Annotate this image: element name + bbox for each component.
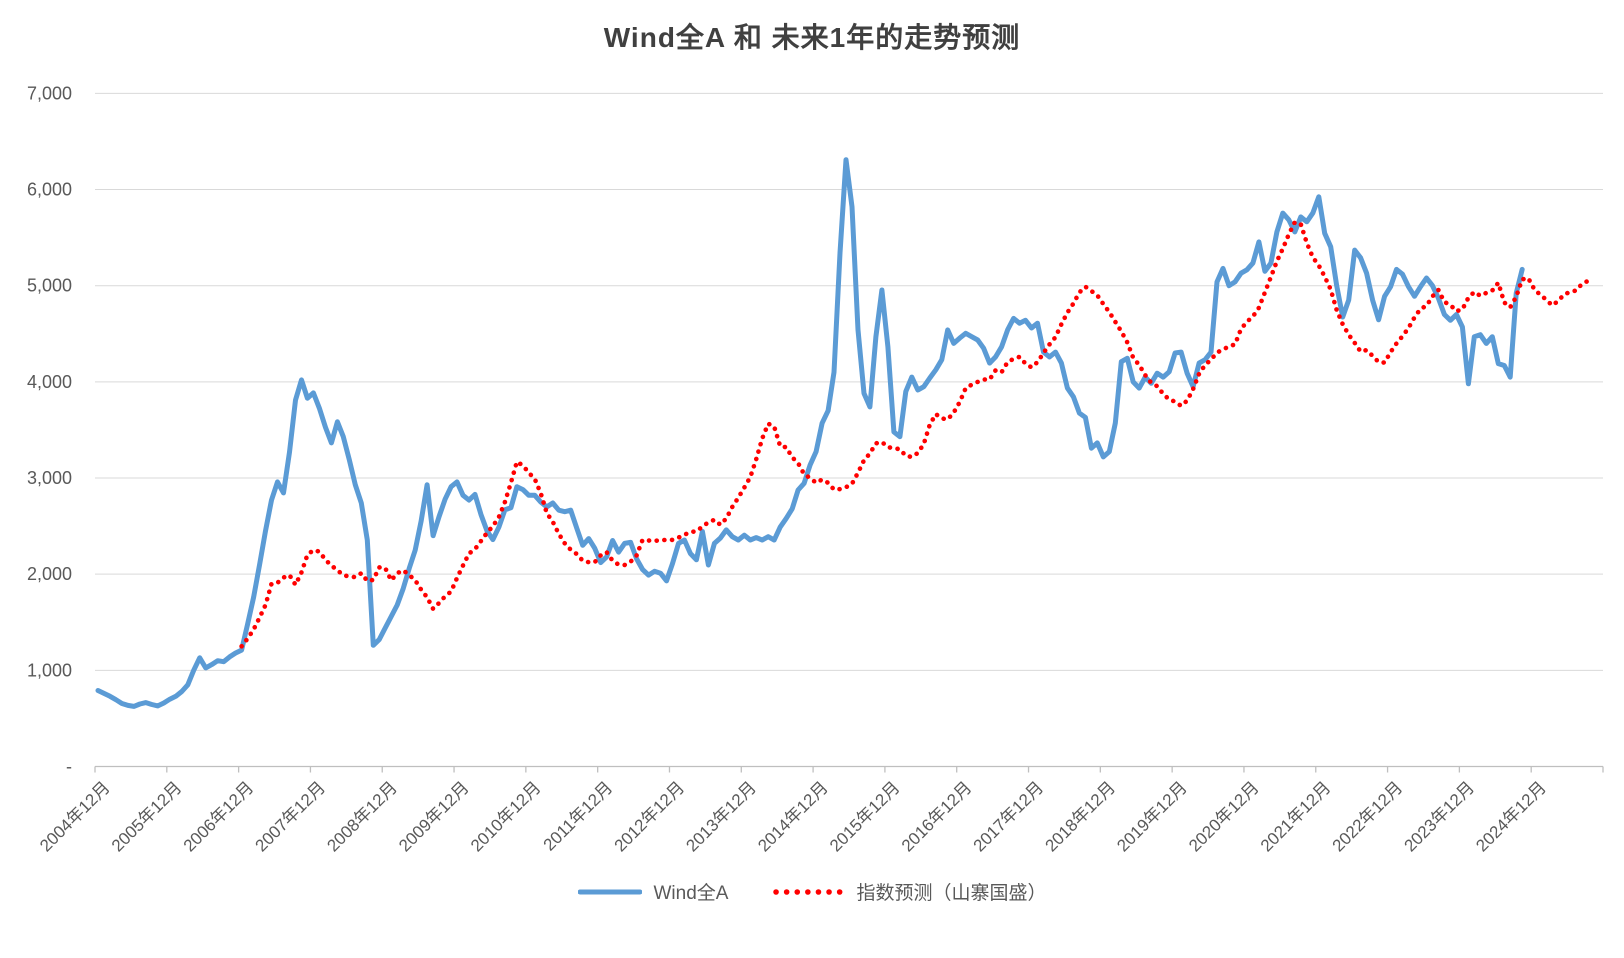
y-axis-labels: 7,000 6,000 5,000 4,000 3,000 2,000 1,000 - (27, 83, 72, 776)
x-tick-label: 2006年12月 (180, 778, 258, 856)
x-tick-label: 2013年12月 (682, 778, 760, 856)
x-axis (94, 765, 1604, 773)
legend-item-wind-quan-a[interactable]: Wind全A (577, 878, 729, 905)
x-tick-label: 2005年12月 (108, 778, 186, 856)
x-tick-label: 2017年12月 (970, 778, 1048, 856)
y-tick-label: 4,000 (27, 372, 72, 392)
legend-swatch-solid-line (577, 889, 642, 894)
y-tick-label: - (66, 757, 72, 777)
y-tick-label: 6,000 (27, 180, 72, 200)
x-tick-label: 2018年12月 (1041, 778, 1119, 856)
legend-label-forecast: 指数预测（山寨国盛） (856, 883, 1047, 904)
y-tick-label: 3,000 (27, 468, 72, 488)
x-tick-label: 2020年12月 (1185, 778, 1263, 856)
x-tick-label: 2008年12月 (323, 778, 401, 856)
x-tick-label: 2014年12月 (754, 778, 832, 856)
x-tick-label: 2016年12月 (898, 778, 976, 856)
x-tick-label: 2022年12月 (1329, 778, 1407, 856)
x-tick-label: 2010年12月 (467, 778, 545, 856)
chart-title: Wind全A 和 未来1年的走势预测 (603, 22, 1021, 53)
y-tick-label: 7,000 (27, 83, 72, 103)
x-tick-label: 2019年12月 (1113, 778, 1191, 856)
x-tick-label: 2023年12月 (1401, 778, 1479, 856)
x-tick-label: 2011年12月 (540, 778, 617, 855)
x-tick-label: 2012年12月 (611, 778, 689, 856)
legend-label-wind-quan-a: Wind全A (653, 883, 729, 904)
y-tick-label: 5,000 (27, 276, 72, 296)
forecast-dotted-line (239, 219, 1597, 649)
x-tick-label: 2015年12月 (826, 778, 904, 856)
legend-swatch-dotted-line (773, 888, 845, 895)
x-axis-labels: 2004年12月2005年12月2006年12月2007年12月2008年12月… (36, 778, 1550, 856)
x-tick-label: 2009年12月 (395, 778, 473, 856)
x-tick-label: 2024年12月 (1472, 778, 1550, 856)
wind-quan-a-line (95, 157, 1525, 709)
x-tick-label: 2007年12月 (252, 778, 330, 856)
legend-item-forecast[interactable]: 指数预测（山寨国盛） (772, 878, 1046, 905)
y-tick-label: 2,000 (27, 564, 72, 584)
y-tick-label: 1,000 (27, 660, 72, 680)
x-tick-label: 2021年12月 (1257, 778, 1335, 856)
x-tick-label: 2004年12月 (36, 778, 114, 856)
chart-legend: Wind全A 指数预测（山寨国盛） (0, 878, 1624, 905)
